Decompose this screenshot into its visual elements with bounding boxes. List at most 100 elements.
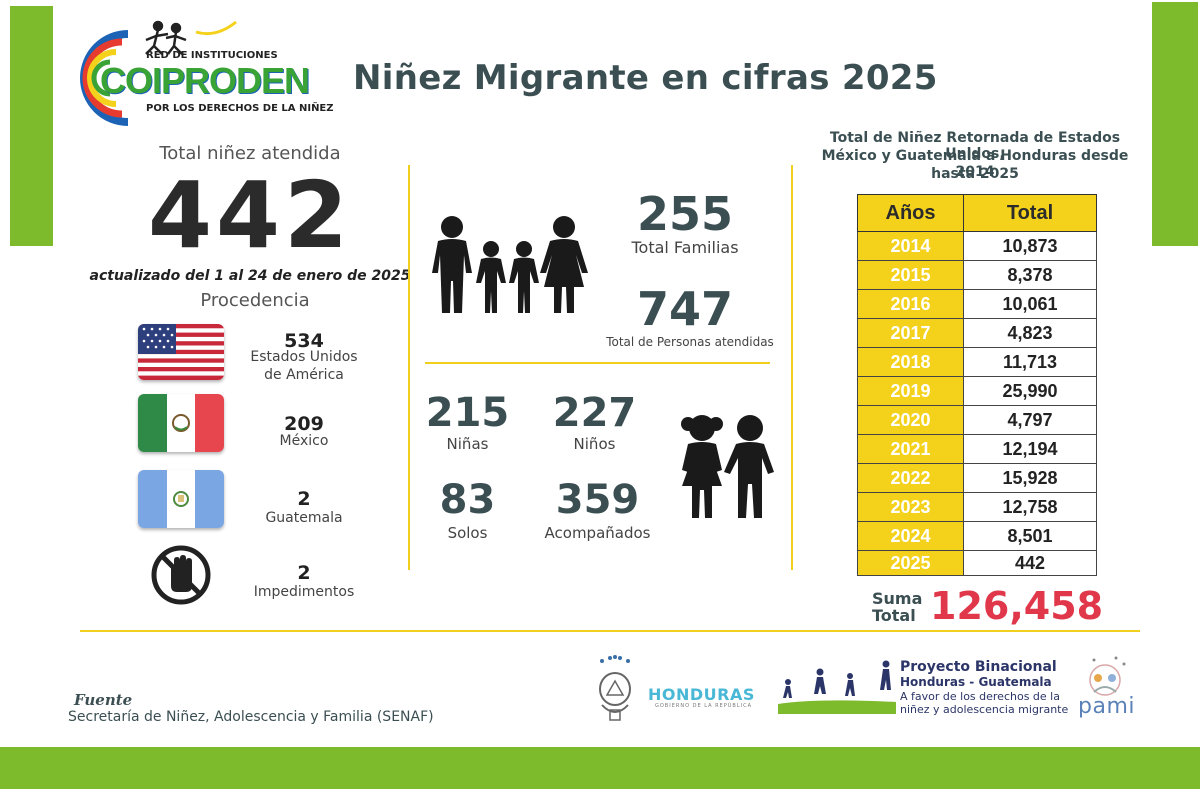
girls-value: 215 <box>425 390 510 436</box>
source-text: Secretaría de Niñez, Adolescencia y Fami… <box>68 709 434 725</box>
total-cell: 8,378 <box>963 260 1097 290</box>
year-cell: 2019 <box>857 376 964 406</box>
impedimentos-label: Impedimentos <box>253 584 355 600</box>
table-heading-line3: hasta 2025 <box>931 166 1019 182</box>
alone-value: 83 <box>439 477 496 523</box>
total-cell: 10,873 <box>963 231 1097 261</box>
honduras-label: HONDURAS <box>648 685 755 704</box>
year-cell: 2018 <box>857 347 964 377</box>
left-divider <box>408 165 410 570</box>
project-title: Proyecto Binacional <box>900 659 1057 675</box>
table-header-row: Años Total <box>857 194 1097 232</box>
left-accent-bar <box>10 6 53 246</box>
pami-logo-icon <box>1076 652 1134 698</box>
table-row: 2022 15,928 <box>857 463 1097 493</box>
total-cell: 15,928 <box>963 463 1097 493</box>
coiproden-logo <box>76 18 308 128</box>
middle-divider <box>425 362 770 364</box>
table-heading-line2: México y Guatemala a Honduras desde 2014 <box>821 148 1129 180</box>
year-cell: 2020 <box>857 405 964 435</box>
accompanied-label: Acompañados <box>544 524 651 542</box>
sum-label-line1: Suma <box>872 589 923 608</box>
mexico-flag-icon <box>138 394 224 452</box>
logo-top-text: RED DE INSTITUCIONES <box>146 50 278 61</box>
mexico-label: México <box>279 433 329 449</box>
honduras-sub-label: GOBIERNO DE LA REPÚBLICA <box>655 703 753 709</box>
table-row: 2023 12,758 <box>857 492 1097 522</box>
guatemala-flag-icon <box>138 470 224 528</box>
guatemala-label: Guatemala <box>265 510 343 526</box>
logo-name: COIPRODEN <box>100 60 310 101</box>
persons-label: Total de Personas atendidas <box>606 335 774 349</box>
table-row: 2018 11,713 <box>857 347 1097 377</box>
table-row: 2024 8,501 <box>857 521 1097 551</box>
table-heading-line1: Total de Niñez Retornada de Estados Unid… <box>829 130 1121 162</box>
source-label: Fuente <box>74 691 133 709</box>
table-row: 2015 8,378 <box>857 260 1097 290</box>
right-accent-bar <box>1152 2 1198 246</box>
project-line3: A favor de los derechos de la <box>900 690 1060 703</box>
year-cell: 2025 <box>857 550 964 576</box>
year-cell: 2014 <box>857 231 964 261</box>
right-divider <box>791 165 793 570</box>
total-attended-value: 442 <box>147 162 353 269</box>
year-cell: 2023 <box>857 492 964 522</box>
total-cell: 8,501 <box>963 521 1097 551</box>
persons-value: 747 <box>636 282 734 336</box>
project-illustration-icon <box>778 658 896 714</box>
bottom-divider <box>80 630 1140 632</box>
year-cell: 2017 <box>857 318 964 348</box>
year-cell: 2021 <box>857 434 964 464</box>
families-value: 255 <box>636 187 734 241</box>
total-cell: 4,823 <box>963 318 1097 348</box>
col-total-header: Total <box>963 194 1097 232</box>
families-label: Total Familias <box>631 238 739 257</box>
bottom-accent-bar <box>0 747 1200 789</box>
honduras-seal-icon <box>592 655 638 725</box>
table-row: 2019 25,990 <box>857 376 1097 406</box>
usa-flag-icon <box>138 324 224 380</box>
pami-label: pami <box>1078 694 1135 719</box>
sum-label-line2: Total <box>872 606 916 625</box>
boys-label: Niños <box>573 435 616 453</box>
guatemala-value: 2 <box>297 488 311 510</box>
project-line4: niñez y adolescencia migrante <box>900 703 1069 716</box>
family-icon <box>424 215 596 313</box>
usa-value: 534 <box>284 330 324 352</box>
total-cell: 12,194 <box>963 434 1097 464</box>
year-cell: 2022 <box>857 463 964 493</box>
updated-note: actualizado del 1 al 24 de enero de 2025 <box>89 268 411 284</box>
boys-value: 227 <box>552 390 637 436</box>
year-cell: 2015 <box>857 260 964 290</box>
total-cell: 25,990 <box>963 376 1097 406</box>
total-attended-label: Total niñez atendida <box>159 143 341 164</box>
impedimentos-value: 2 <box>297 562 311 584</box>
mexico-value: 209 <box>284 413 324 435</box>
logo-bottom-text: POR LOS DERECHOS DE LA NIÑEZ <box>146 103 334 114</box>
table-row: 2021 12,194 <box>857 434 1097 464</box>
stop-hand-icon <box>150 544 212 606</box>
total-cell: 4,797 <box>963 405 1097 435</box>
project-countries: Honduras - Guatemala <box>900 675 1052 689</box>
year-cell: 2016 <box>857 289 964 319</box>
table-row: 2016 10,061 <box>857 289 1097 319</box>
total-cell: 11,713 <box>963 347 1097 377</box>
table-row: 2017 4,823 <box>857 318 1097 348</box>
table-row: 2014 10,873 <box>857 231 1097 261</box>
table-row: 2020 4,797 <box>857 405 1097 435</box>
procedencia-label: Procedencia <box>200 290 310 311</box>
usa-label-line1: Estados Unidos <box>250 349 358 365</box>
col-years-header: Años <box>857 194 964 232</box>
usa-label-line2: de América <box>264 367 344 383</box>
accompanied-value: 359 <box>555 477 640 523</box>
table-row: 2025 442 <box>857 550 1097 576</box>
page-title: Niñez Migrante en cifras 2025 <box>353 58 938 98</box>
sum-total-value: 126,458 <box>930 584 1104 628</box>
girls-label: Niñas <box>446 435 489 453</box>
returns-by-year-table: Años Total 2014 10,873 2015 8,378 2016 10,0… <box>857 194 1097 576</box>
alone-label: Solos <box>447 524 488 542</box>
total-cell: 442 <box>963 550 1097 576</box>
children-icon <box>670 410 782 520</box>
total-cell: 12,758 <box>963 492 1097 522</box>
total-cell: 10,061 <box>963 289 1097 319</box>
